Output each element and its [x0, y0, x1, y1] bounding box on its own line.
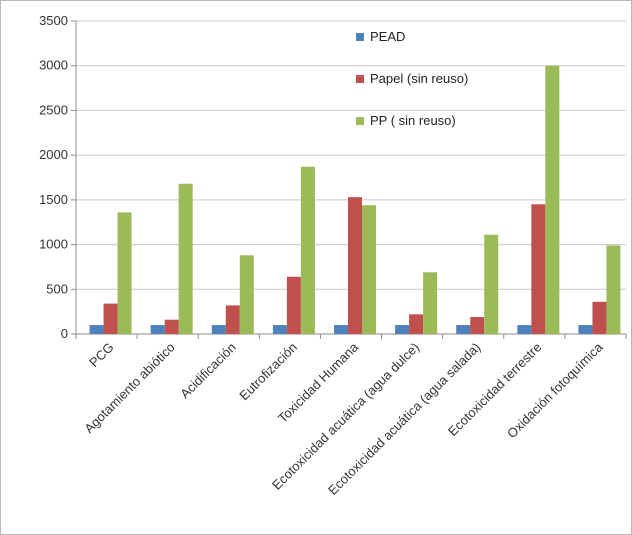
x-tick-label: Acidificación: [177, 340, 239, 402]
bar: [334, 325, 348, 334]
legend-label: Papel (sin reuso): [370, 71, 468, 86]
bar: [362, 205, 376, 334]
y-tick-label: 0: [61, 326, 68, 341]
bar: [395, 325, 410, 334]
bar: [272, 325, 287, 334]
bar: [470, 317, 485, 334]
legend-label: PP ( sin reuso): [370, 113, 456, 128]
legend-label: PEAD: [370, 29, 405, 44]
bar: [592, 301, 607, 334]
bar: [117, 212, 132, 334]
y-tick-label: 2500: [39, 102, 68, 117]
bar: [89, 325, 104, 334]
bar: [103, 303, 118, 334]
bar: [606, 245, 621, 334]
bar: [164, 319, 179, 334]
bar: [239, 255, 254, 334]
bar: [545, 65, 560, 334]
y-tick-label: 1500: [39, 192, 68, 207]
bar: [423, 272, 438, 334]
y-tick-label: 2000: [39, 147, 68, 162]
y-tick-labels: 0 500 1000 1500 2000 2500 3000 3500: [39, 13, 68, 341]
bar: [531, 204, 546, 334]
axes: [71, 20, 627, 339]
legend-swatch: [356, 75, 364, 83]
legend-swatch: [356, 33, 364, 41]
y-tick-label: 3500: [39, 13, 68, 28]
bar: [300, 166, 315, 334]
y-tick-label: 3000: [39, 58, 68, 73]
bar: [578, 325, 593, 334]
bar: [456, 325, 471, 334]
bar: [409, 314, 424, 334]
y-tick-label: 1000: [39, 237, 68, 252]
bar: [225, 305, 240, 334]
x-tick-label: Eutrofización: [236, 340, 300, 404]
bar: [517, 325, 532, 334]
x-tick-label: PCG: [86, 340, 117, 371]
bars: [89, 65, 621, 334]
y-tick-label: 500: [46, 281, 68, 296]
bar: [286, 276, 301, 334]
bar: [211, 325, 226, 334]
bar: [178, 183, 193, 334]
legend: PEAD Papel (sin reuso) PP ( sin reuso): [356, 29, 468, 128]
bar: [348, 197, 362, 334]
legend-swatch: [356, 117, 364, 125]
bar: [150, 325, 165, 334]
bar: [484, 234, 499, 334]
